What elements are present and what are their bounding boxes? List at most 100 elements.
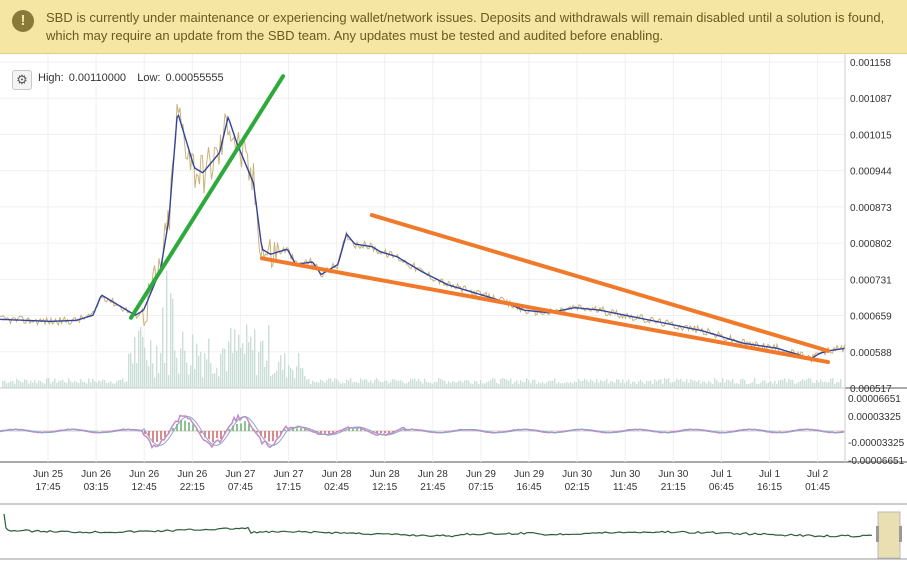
volume-bar — [684, 382, 685, 388]
macd-histogram-bar — [352, 429, 354, 431]
volume-bar — [192, 335, 193, 388]
volume-bar — [376, 378, 377, 388]
volume-bar — [184, 351, 185, 388]
price-chart[interactable]: 0.0011580.0010870.0010150.0009440.000873… — [0, 54, 907, 560]
volume-bar — [24, 379, 25, 388]
volume-bar — [94, 381, 95, 388]
x-tick-time: 07:45 — [228, 482, 253, 493]
volume-bar — [4, 381, 5, 388]
volume-bar — [50, 383, 51, 388]
volume-bar — [70, 381, 71, 388]
trendline[interactable] — [262, 258, 828, 362]
volume-bar — [542, 382, 543, 388]
volume-bar — [254, 329, 255, 388]
macd-histogram-bar — [272, 431, 274, 441]
navigator-handle-right[interactable] — [899, 526, 902, 542]
volume-bar — [610, 381, 611, 388]
volume-bar — [414, 378, 415, 388]
volume-bar — [160, 353, 161, 388]
volume-bar — [158, 373, 159, 388]
price-tick-label: 0.000731 — [850, 275, 892, 286]
volume-bar — [260, 342, 261, 388]
volume-bar — [356, 382, 357, 388]
volume-bar — [692, 381, 693, 388]
volume-bar — [352, 382, 353, 388]
navigator-window[interactable] — [878, 512, 900, 558]
volume-bar — [408, 382, 409, 388]
volume-bar — [838, 382, 839, 388]
volume-bar — [90, 383, 91, 388]
volume-bar — [688, 383, 689, 388]
volume-bar — [448, 381, 449, 388]
volume-bar — [666, 379, 667, 388]
volume-bar — [712, 384, 713, 388]
volume-bar — [26, 380, 27, 388]
volume-bar — [224, 349, 225, 388]
x-tick-date: Jun 28 — [322, 469, 352, 480]
volume-bar — [564, 383, 565, 388]
volume-bar — [308, 379, 309, 388]
volume-bar — [340, 383, 341, 388]
x-tick-time: 21:45 — [420, 482, 445, 493]
volume-bar — [354, 382, 355, 388]
x-tick-date: Jun 25 — [33, 469, 63, 480]
volume-bar — [396, 381, 397, 388]
volume-bar — [478, 384, 479, 388]
x-tick-date: Jun 29 — [466, 469, 496, 480]
moving-average-line — [0, 115, 845, 358]
volume-bar — [178, 374, 179, 388]
volume-bar — [432, 384, 433, 388]
volume-bar — [808, 378, 809, 388]
volume-bar — [548, 381, 549, 388]
volume-bar — [10, 381, 11, 388]
volume-bar — [342, 383, 343, 388]
volume-bar — [500, 379, 501, 388]
gear-icon[interactable]: ⚙ — [12, 70, 32, 90]
volume-bar — [134, 337, 135, 388]
volume-bar — [348, 380, 349, 388]
volume-bar — [780, 380, 781, 388]
volume-bar — [290, 368, 291, 388]
volume-bar — [406, 383, 407, 388]
volume-bar — [98, 380, 99, 388]
volume-bar — [566, 382, 567, 388]
x-tick-time: 16:15 — [757, 482, 782, 493]
volume-bar — [724, 383, 725, 388]
volume-bar — [116, 382, 117, 388]
volume-bar — [280, 355, 281, 388]
volume-bar — [534, 380, 535, 388]
volume-bar — [506, 379, 507, 388]
volume-bar — [612, 381, 613, 388]
volume-bar — [708, 381, 709, 388]
volume-bar — [378, 380, 379, 388]
trendline[interactable] — [131, 76, 283, 318]
volume-bar — [188, 374, 189, 388]
volume-bar — [140, 327, 141, 388]
x-tick-time: 01:45 — [805, 482, 830, 493]
volume-bar — [646, 381, 647, 388]
price-tick-label: 0.001087 — [850, 94, 892, 105]
volume-bar — [32, 383, 33, 388]
volume-bar — [622, 380, 623, 388]
volume-bar — [328, 379, 329, 388]
x-tick-time: 06:45 — [709, 482, 734, 493]
volume-bar — [366, 380, 367, 388]
volume-bar — [460, 381, 461, 388]
volume-bar — [600, 380, 601, 388]
volume-bar — [428, 383, 429, 388]
volume-bar — [632, 382, 633, 388]
volume-bar — [438, 378, 439, 388]
volume-bar — [470, 383, 471, 388]
volume-bar — [334, 378, 335, 388]
volume-bar — [38, 381, 39, 388]
volume-bar — [546, 382, 547, 388]
macd-tick-label: -0.00006651 — [848, 456, 905, 467]
volume-bar — [668, 378, 669, 388]
macd-histogram-bar — [296, 428, 298, 431]
volume-bar — [740, 380, 741, 388]
volume-bar — [604, 381, 605, 388]
volume-bar — [322, 381, 323, 388]
macd-histogram-bar — [300, 428, 302, 431]
navigator-handle-left[interactable] — [876, 526, 879, 542]
